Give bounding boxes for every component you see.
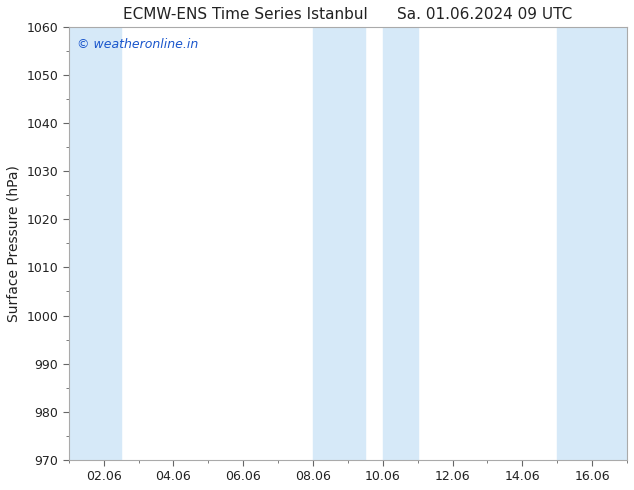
Title: ECMW-ENS Time Series Istanbul      Sa. 01.06.2024 09 UTC: ECMW-ENS Time Series Istanbul Sa. 01.06.… xyxy=(123,7,573,22)
Bar xyxy=(557,27,627,460)
Bar xyxy=(383,27,418,460)
Bar xyxy=(313,27,365,460)
Bar xyxy=(69,27,121,460)
Y-axis label: Surface Pressure (hPa): Surface Pressure (hPa) xyxy=(7,165,21,322)
Text: © weatheronline.in: © weatheronline.in xyxy=(77,38,198,51)
